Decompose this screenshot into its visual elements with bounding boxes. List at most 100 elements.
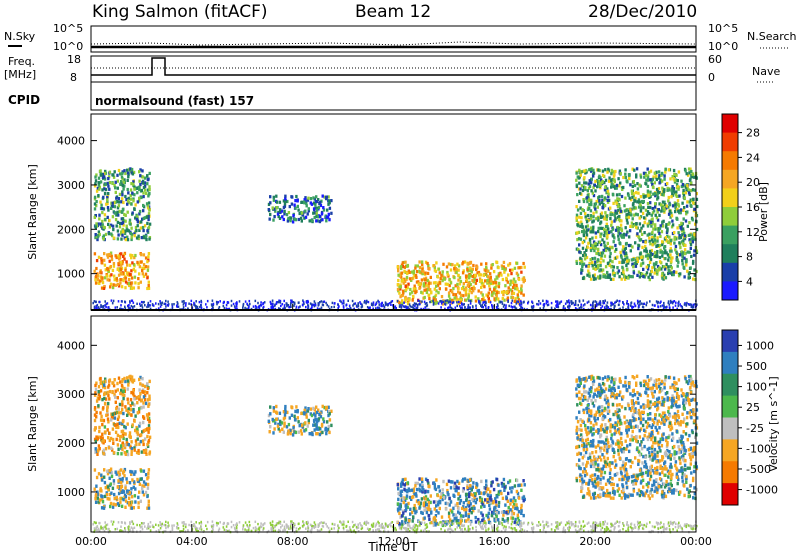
power-cell [441,302,445,306]
power-cell [206,306,208,309]
velocity-cell [499,489,502,494]
power-cell [578,199,581,203]
power-cell [385,303,388,306]
power-cell [688,303,691,306]
power-cell [131,211,134,215]
power-cell [668,269,671,273]
velocity-cell [128,491,132,495]
power-cell [421,268,424,272]
velocity-cell [136,401,139,405]
velocity-cell [494,497,497,501]
power-cell [643,221,646,225]
power-cell [668,303,671,306]
power-cell [607,179,611,183]
power-cell [639,195,643,199]
power-cell [117,200,121,204]
power-cell [132,267,135,272]
power-cell [399,295,402,299]
power-cell [599,274,602,278]
power-cell [606,275,609,279]
power-cell [597,247,600,251]
power-cell [490,266,493,270]
power-cell [404,260,407,264]
power-cell [594,267,597,271]
power-cell [668,235,671,239]
velocity-cell [146,386,150,391]
power-cell [248,299,251,303]
power-cell [665,239,668,243]
power-cell [643,175,646,179]
velocity-cell [133,446,136,450]
power-cell [597,252,600,256]
power-cell [121,193,124,197]
power-cell [119,267,123,272]
velocity-cell [575,478,579,483]
power-cell [142,203,145,208]
power-cell [606,241,609,245]
velocity-cell [638,416,641,421]
velocity-cell [134,470,137,474]
power-cell [690,169,693,174]
power-cell [652,262,656,266]
velocity-cell [445,522,448,526]
power-cell [503,298,506,302]
velocity-cell [122,411,125,416]
power-cell [684,302,686,305]
power-cell [470,270,473,274]
power-cell [147,225,151,229]
velocity-cell [107,420,110,424]
power-cell [661,206,664,210]
power-cell [670,301,673,304]
power-cell [683,251,687,256]
power-cell [588,274,591,278]
power-cell [645,182,648,186]
power-cell [653,235,656,239]
power-cell [634,258,638,263]
nave-tick-top: 60 [708,53,722,66]
power-cell [661,186,664,190]
velocity-cell [633,393,637,397]
velocity-cell [116,422,119,426]
power-cell [693,268,696,272]
power-cell [608,247,611,251]
power-cell [676,307,678,310]
power-cell [312,196,315,200]
power-cell [426,278,429,282]
velocity-cell [404,516,407,520]
power-cell [222,301,225,305]
velocity-cell [411,495,414,500]
velocity-cell [398,511,401,516]
power-cell [420,260,424,264]
power-cell [587,300,590,303]
power-cell [675,173,678,177]
power-cell [681,183,685,187]
velocity-cell [114,395,117,399]
power-cell [95,222,98,226]
power-cell [622,260,626,264]
velocity-cell [115,472,118,476]
power-cell [481,293,484,297]
velocity-cell [117,491,121,496]
power-cell [422,284,425,288]
power-cell [99,300,101,304]
power-cell [448,306,450,309]
power-cell [644,244,647,249]
velocity-cell [129,374,132,379]
power-cell [116,186,119,190]
velocity-cell [493,518,496,523]
velocity-cell [126,397,129,401]
velocity-cell [514,517,517,522]
velocity-cell [426,497,429,502]
power-cell [130,182,133,186]
power-cell [95,173,98,177]
velocity-cell [104,377,107,381]
power-cell [656,264,660,269]
power-cell [151,303,154,306]
power-cell [589,209,593,213]
power-cell [475,307,477,310]
power-cell [613,185,616,189]
power-cell [108,225,111,229]
power-cell [631,307,633,310]
power-cell [121,208,125,212]
velocity-cell [421,485,424,490]
